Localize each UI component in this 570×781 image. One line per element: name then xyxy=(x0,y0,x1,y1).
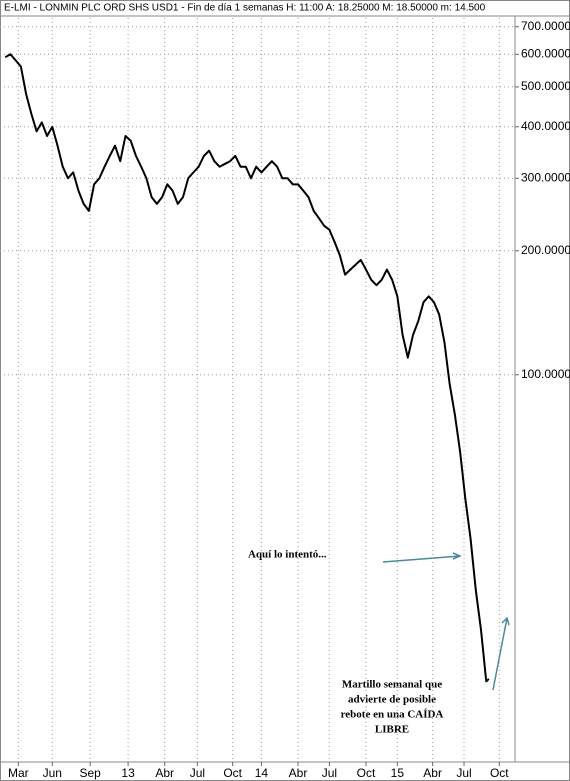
y-tick-label: 700.0000 xyxy=(521,19,570,33)
x-tick-label: Abr xyxy=(289,766,308,780)
x-tick-label: Mar xyxy=(8,766,29,780)
x-tick-label: Jul xyxy=(322,766,337,780)
arrow-head xyxy=(501,616,510,626)
x-tick-label: Sep xyxy=(80,766,102,780)
x-tick-label: Abr xyxy=(155,766,174,780)
arrows xyxy=(382,552,510,691)
x-tick-label: Oct xyxy=(357,766,376,780)
arrow xyxy=(492,617,508,691)
price-line xyxy=(4,53,490,683)
x-tick-label: Oct xyxy=(490,766,509,780)
y-tick-label: 400.0000 xyxy=(521,119,570,133)
arrow-head xyxy=(452,552,462,560)
annotation: LIBRE xyxy=(375,724,409,736)
arrow xyxy=(382,555,461,563)
y-tick-label: 600.0000 xyxy=(521,46,570,60)
x-tick-label: 14 xyxy=(255,766,269,780)
annotation: Martillo semanal que xyxy=(342,679,442,691)
y-tick-label: 100.0000 xyxy=(521,367,570,381)
x-tick-label: 15 xyxy=(391,766,405,780)
y-tick-label: 500.0000 xyxy=(521,79,570,93)
annotation: Aquí lo intentó... xyxy=(248,549,327,561)
x-tick-label: Jul xyxy=(190,766,205,780)
annotation: advierte de posible xyxy=(348,694,436,706)
x-tick-label: Jul xyxy=(456,766,471,780)
x-tick-label: Jun xyxy=(43,766,62,780)
x-tick-label: 13 xyxy=(121,766,135,780)
x-tick-label: Abr xyxy=(423,766,442,780)
chart-title: E-LMI - LONMIN PLC ORD SHS USD1 - Fin de… xyxy=(4,3,486,14)
annotation: rebote en una CAÍDA xyxy=(341,709,444,721)
y-tick-label: 200.0000 xyxy=(521,243,570,257)
y-tick-label: 300.0000 xyxy=(521,170,570,184)
x-tick-label: Oct xyxy=(223,766,242,780)
